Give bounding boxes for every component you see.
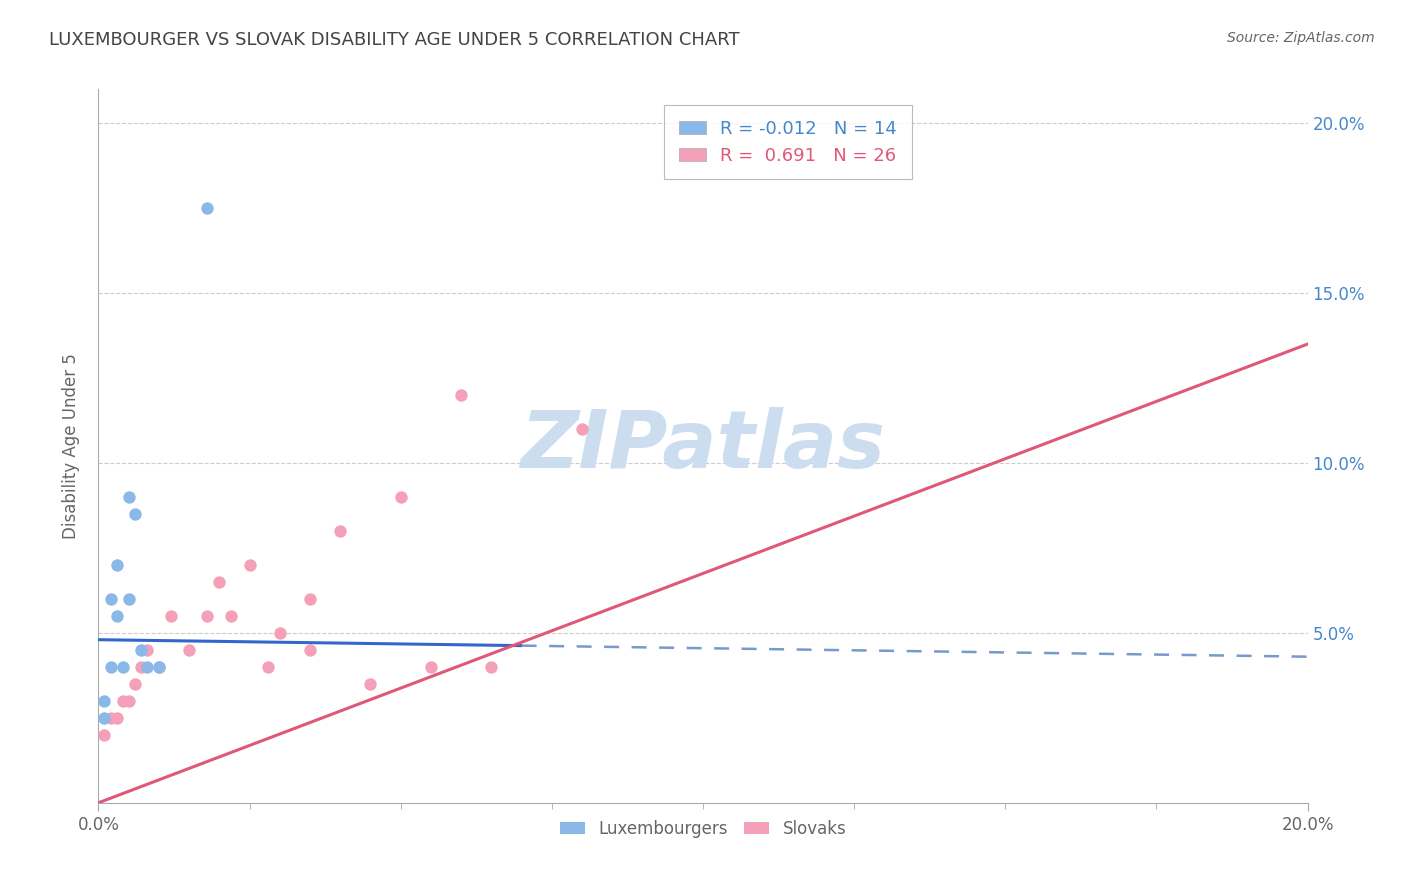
Point: [105, 558, 128, 572]
Point: [208, 574, 231, 589]
Point: [481, 660, 503, 674]
Text: ZIPatlas: ZIPatlas: [520, 407, 886, 485]
Point: [420, 660, 443, 674]
Point: [124, 677, 146, 691]
Point: [360, 677, 382, 691]
Point: [93, 728, 115, 742]
Point: [269, 626, 291, 640]
Point: [100, 711, 122, 725]
Point: [135, 660, 157, 674]
Point: [450, 388, 472, 402]
Point: [93, 694, 115, 708]
Point: [148, 660, 170, 674]
Point: [100, 660, 122, 674]
Point: [135, 643, 157, 657]
Point: [105, 711, 128, 725]
Point: [256, 660, 278, 674]
Point: [329, 524, 352, 538]
Legend: Luxembourgers, Slovaks: Luxembourgers, Slovaks: [553, 814, 853, 845]
Point: [221, 608, 243, 623]
Point: [124, 507, 146, 521]
Point: [100, 591, 122, 606]
Point: [239, 558, 262, 572]
Point: [571, 422, 593, 436]
Point: [111, 660, 134, 674]
Point: [299, 643, 322, 657]
Point: [118, 591, 141, 606]
Point: [195, 201, 218, 215]
Point: [93, 711, 115, 725]
Point: [179, 643, 201, 657]
Point: [118, 490, 141, 504]
Point: [195, 608, 218, 623]
Point: [160, 608, 183, 623]
Point: [129, 660, 152, 674]
Point: [389, 490, 412, 504]
Point: [111, 694, 134, 708]
Text: Source: ZipAtlas.com: Source: ZipAtlas.com: [1227, 31, 1375, 45]
Point: [148, 660, 170, 674]
Text: LUXEMBOURGER VS SLOVAK DISABILITY AGE UNDER 5 CORRELATION CHART: LUXEMBOURGER VS SLOVAK DISABILITY AGE UN…: [49, 31, 740, 49]
Point: [299, 591, 322, 606]
Point: [129, 643, 152, 657]
Point: [118, 694, 141, 708]
Y-axis label: Disability Age Under 5: Disability Age Under 5: [62, 353, 80, 539]
Point: [105, 608, 128, 623]
